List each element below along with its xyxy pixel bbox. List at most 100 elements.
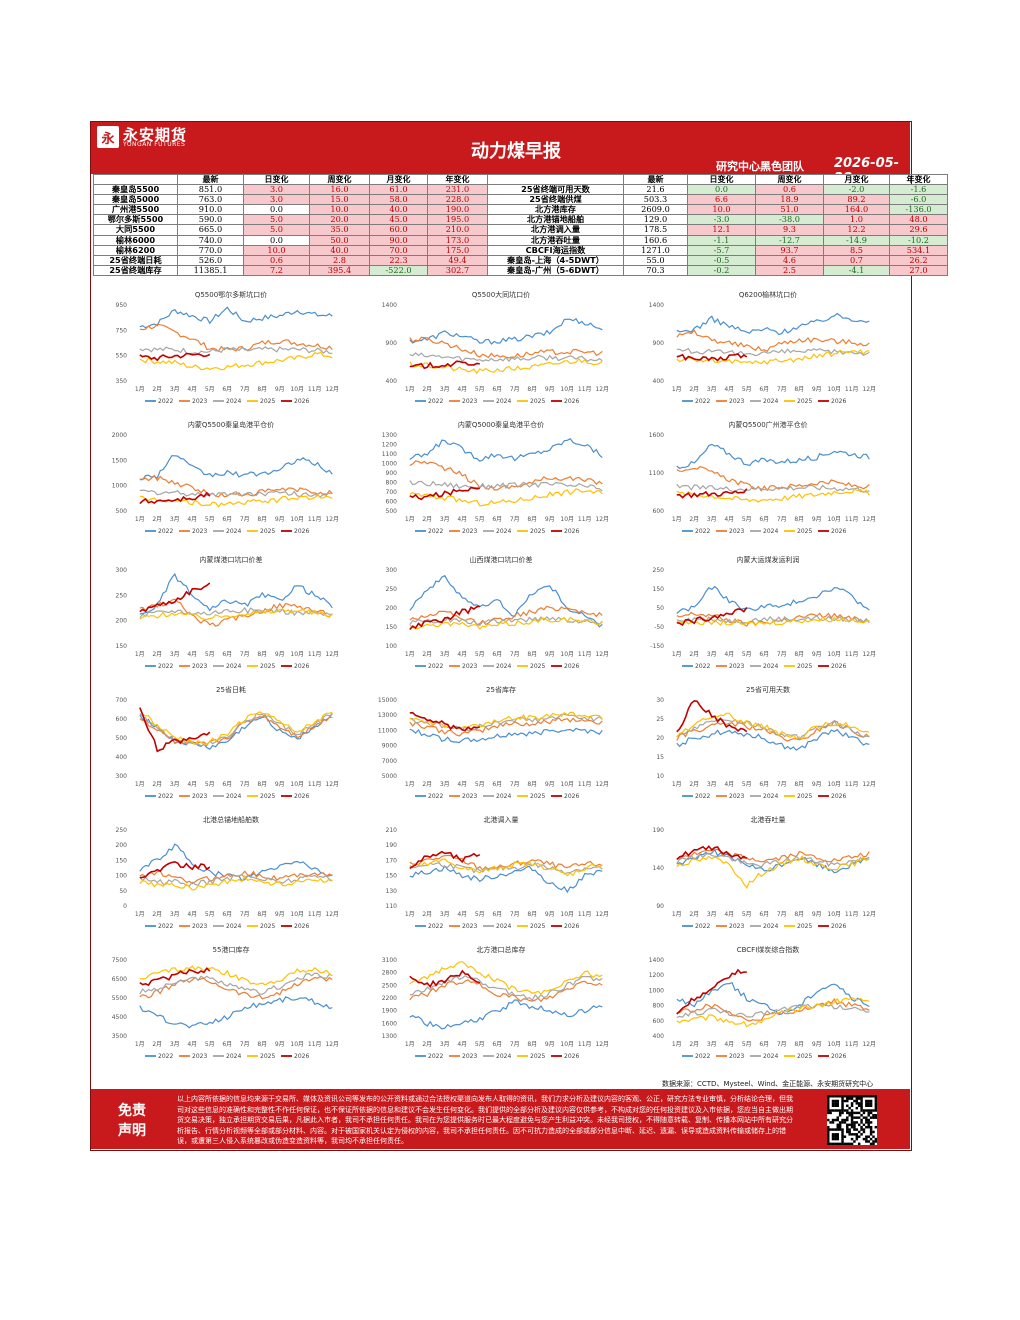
latest-value: 2609.0 [623,204,688,216]
x-tick-label: 5月 [205,651,215,658]
x-tick-label: 1月 [672,911,682,918]
legend-label: 2024 [763,398,778,405]
series-line-2025 [409,960,603,995]
chart-panel: 25省库存 15000 13000 11000 9000 7000 5000 1月 2月 3月 4月… [373,682,621,810]
series-line-2025 [676,996,870,1028]
month-change: 70.0 [369,244,428,256]
x-tick-label: 12月 [325,651,339,658]
y-tick-label: 800 [386,480,398,487]
line-chart: 山西煤港口坑口价差 300 250 200 150 100 1月 2月 3月 4月 5月 6月 7月 8月… [386,555,610,670]
x-tick-label: 6月 [222,386,232,393]
x-tick-label: 8月 [527,516,537,523]
y-tick-label: 150 [116,857,128,864]
legend-label: 2026 [564,793,579,800]
y-tick-label: 110 [386,903,398,910]
y-tick-label: 50 [119,888,127,895]
x-tick-label: 3月 [707,911,717,918]
legend-label: 2022 [695,398,710,405]
y-tick-label: 150 [116,643,128,650]
x-tick-label: 1月 [672,516,682,523]
line-chart: 内蒙Q5500广州港平仓价 1600 1100 600 1月 2月 3月 4月 5月 6月 7月 8月… [649,420,876,535]
day-change: 6.6 [687,194,756,206]
year-change: 175.0 [427,244,488,256]
series-line-2022 [409,438,603,462]
left-table-row: 榆林6000 740.0 0.0 50.0 90.0 173.0 [93,234,488,246]
disclaimer-label: 免责声明 [118,1103,146,1139]
month-change: -4.1 [823,264,890,276]
x-tick-label: 2月 [422,516,432,523]
x-tick-label: 1月 [135,911,145,918]
chart-title: CBCFI煤炭综合指数 [737,945,800,954]
day-change: -1.1 [687,234,756,246]
x-tick-label: 11月 [578,651,592,658]
legend-label: 2023 [192,1053,207,1060]
x-tick-label: 9月 [812,386,822,393]
x-tick-label: 9月 [812,911,822,918]
y-tick-label: 7500 [112,957,127,964]
x-tick-label: 6月 [759,781,769,788]
week-change: 35.0 [309,224,370,236]
y-tick-label: 150 [386,624,398,631]
left-table-row: 鄂尔多斯5500 590.0 5.0 20.0 45.0 195.0 [93,214,488,226]
month-change: 58.0 [369,194,428,206]
week-change: 0.6 [755,184,824,196]
legend-label: 2025 [797,528,812,535]
legend-label: 2025 [530,923,545,930]
series-line-2024 [676,347,870,357]
week-change: 93.7 [755,244,824,256]
x-tick-label: 8月 [527,1041,537,1048]
legend-label: 2023 [729,528,744,535]
x-tick-label: 6月 [492,911,502,918]
day-change: 7.2 [243,264,310,276]
y-tick-label: 190 [653,827,665,834]
x-tick-label: 2月 [422,1041,432,1048]
right-table-col-header: 日变化 [687,173,756,186]
series-line-2022 [676,981,870,1016]
y-tick-label: 210 [386,827,398,834]
chart-panel: 山西煤港口坑口价差 300 250 200 150 100 1月 2月 3月 4月 5月 6月 7月 8月… [373,552,621,680]
report-title: 动力煤早报 [471,141,561,162]
legend-label: 2025 [797,663,812,670]
y-tick-label: 1300 [382,432,397,439]
x-tick-label: 1月 [672,1041,682,1048]
year-change: 29.6 [889,224,948,236]
day-change: 0.6 [243,254,310,266]
y-tick-label: 2200 [382,995,397,1002]
x-tick-label: 10月 [827,651,841,658]
series-line-2025 [676,616,870,627]
chart-panel: Q5500大同坑口价 1400 900 400 1月 2月 3月 4月 5月 6月 7月 8月 9月 10… [373,287,621,415]
chart-title: 北港总锚地船舶数 [203,815,259,824]
x-tick-label: 10月 [560,651,574,658]
chart-panel: 内蒙Q5500秦皇岛港平仓价 2000 1500 1000 500 1月 2月 3月 4月 5月 6… [103,417,351,545]
y-tick-label: 3500 [112,1033,127,1040]
x-tick-label: 10月 [560,516,574,523]
indicator-name: 秦皇岛-上海（4-5DWT） [487,254,624,266]
legend-label: 2026 [294,923,309,930]
x-tick-label: 12月 [325,1041,339,1048]
legend-label: 2022 [428,793,443,800]
series-line-2026 [139,707,211,753]
series-line-2026 [139,491,211,505]
x-tick-label: 8月 [794,1041,804,1048]
x-tick-label: 6月 [222,651,232,658]
week-change: 16.0 [309,184,370,196]
legend-label: 2023 [192,528,207,535]
x-tick-label: 7月 [510,651,520,658]
year-change: 231.0 [427,184,488,196]
legend-label: 2026 [831,923,846,930]
y-tick-label: 1000 [112,483,127,490]
week-change: 18.9 [755,194,824,206]
legend-label: 2026 [294,1053,309,1060]
line-chart: 内蒙煤港口坑口价差 300 250 200 150 1月 2月 3月 4月 5月 6月 7月 8月 9月 1… [116,555,340,670]
left-table-col-header: 周变化 [309,173,370,186]
series-line-2025 [139,707,333,746]
series-line-2022 [676,312,870,336]
x-tick-label: 3月 [440,516,450,523]
week-change: 9.3 [755,224,824,236]
x-tick-label: 4月 [187,516,197,523]
left-table-row: 广州港5500 910.0 0.0 10.0 40.0 190.0 [93,204,488,216]
latest-value: 910.0 [177,204,244,216]
series-line-2024 [409,975,603,1001]
right-table-col-header: 周变化 [755,173,824,186]
day-change: 10.0 [687,204,756,216]
